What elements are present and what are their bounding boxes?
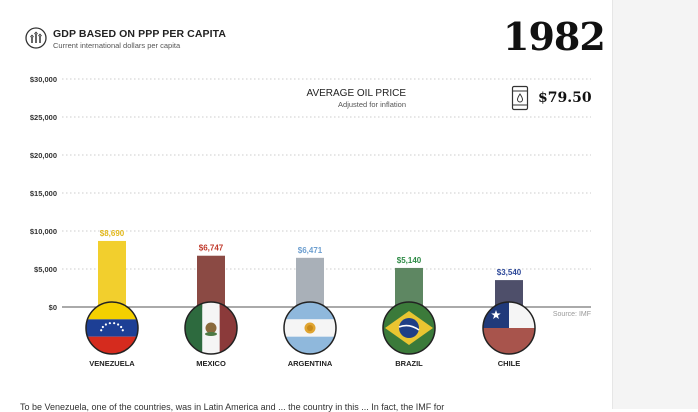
data-label: $5,140: [397, 256, 422, 265]
oil-barrel-icon: [511, 85, 529, 111]
x-tick-label: MEXICO: [196, 359, 226, 368]
chart-subtitle: Current international dollars per capita: [53, 41, 181, 50]
argentina-flag-icon: [284, 302, 336, 354]
chart-title: GDP BASED ON PPP PER CAPITA: [53, 28, 227, 40]
y-tick-label: $0: [49, 303, 57, 312]
bar: [296, 257, 324, 307]
data-label: $8,690: [100, 229, 125, 238]
x-tick-label: VENEZUELA: [89, 359, 135, 368]
data-label: $3,540: [497, 268, 522, 277]
oil-price-value: $79.50: [538, 90, 592, 106]
x-tick-label: ARGENTINA: [288, 359, 333, 368]
data-label: $6,471: [298, 246, 323, 255]
oil-price-title: AVERAGE OIL PRICE: [306, 88, 406, 99]
bar: [197, 255, 225, 307]
y-tick-label: $25,000: [30, 113, 57, 122]
bar: [98, 240, 126, 307]
data-label: $6,747: [199, 244, 224, 253]
chart-card: GDP BASED ON PPP PER CAPITA Current inte…: [25, 14, 606, 368]
page-divider: [612, 0, 613, 409]
y-tick-label: $10,000: [30, 227, 57, 236]
bar-chart-icon: [25, 27, 47, 49]
bar: [395, 267, 423, 307]
y-tick-label: $15,000: [30, 189, 57, 198]
y-tick-label: $30,000: [30, 75, 57, 84]
article-text: To be Venezuela, one of the countries, w…: [20, 402, 445, 412]
x-tick-label: CHILE: [498, 359, 521, 368]
bar-chart: $0 $5,000 $10,000 $15,000 $20,000 $25,000 $30,…: [30, 75, 591, 368]
side-panel: [613, 0, 698, 409]
venezuela-flag-icon: [86, 302, 138, 354]
year-label: 1982: [503, 14, 606, 59]
brazil-flag-icon: [383, 302, 435, 354]
y-tick-label: $5,000: [34, 265, 57, 274]
source-label: Source: IMF: [553, 311, 591, 318]
mexico-flag-icon: [185, 302, 237, 354]
x-tick-label: BRAZIL: [395, 359, 423, 368]
y-tick-label: $20,000: [30, 151, 57, 160]
oil-price-subtitle: Adjusted for inflation: [338, 100, 406, 109]
